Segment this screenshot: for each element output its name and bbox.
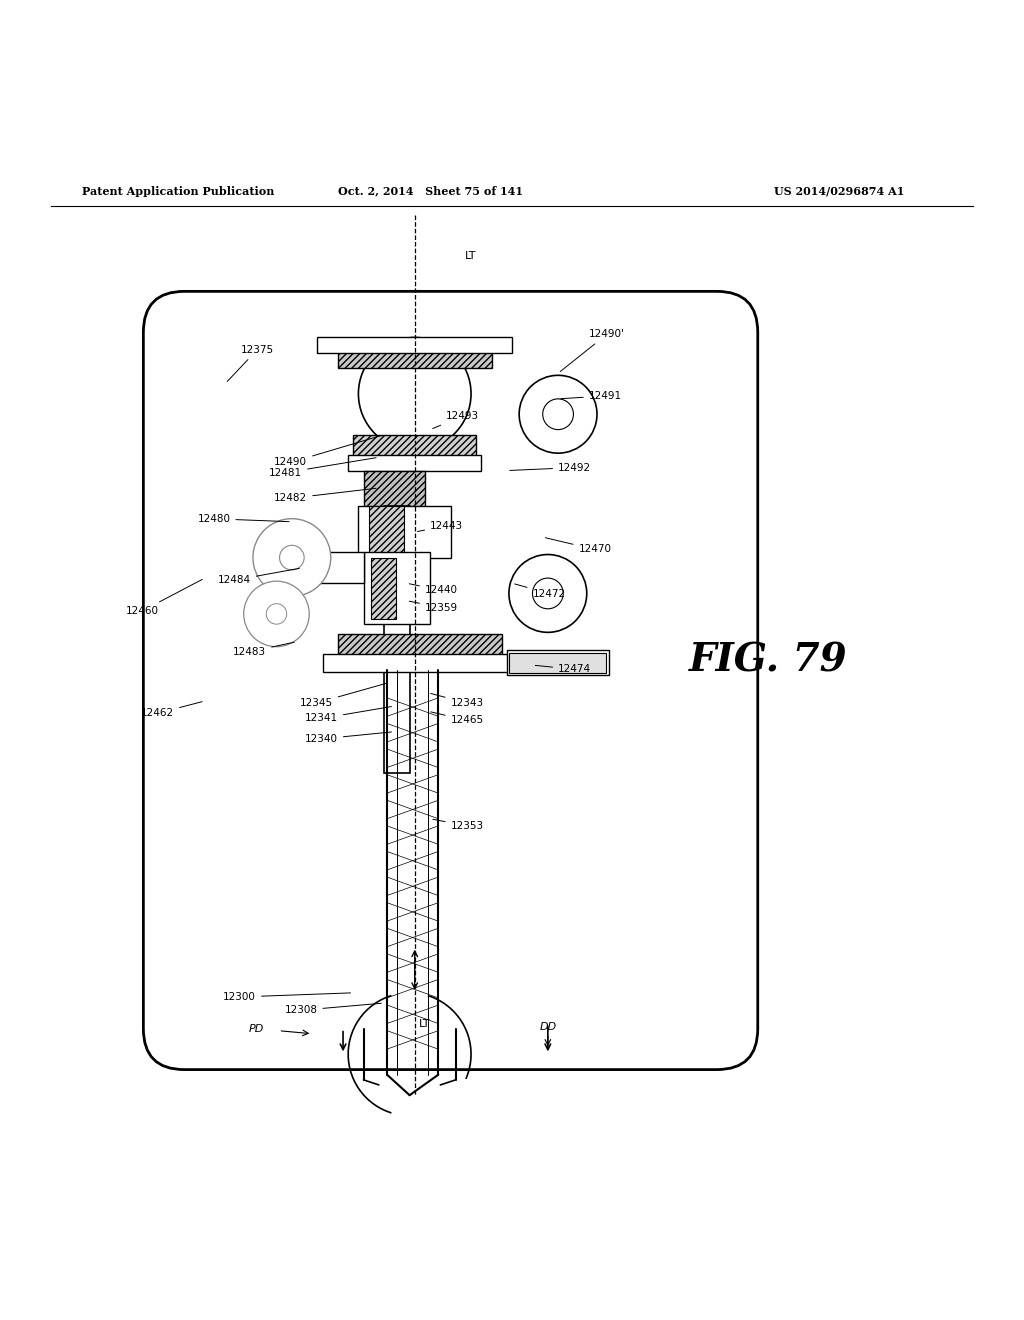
Circle shape — [280, 545, 304, 570]
Text: 12462: 12462 — [141, 702, 202, 718]
Text: Oct. 2, 2014   Sheet 75 of 141: Oct. 2, 2014 Sheet 75 of 141 — [338, 186, 522, 197]
FancyBboxPatch shape — [317, 338, 512, 352]
Circle shape — [358, 338, 471, 450]
Circle shape — [253, 519, 331, 597]
Text: 12443: 12443 — [418, 521, 463, 532]
FancyBboxPatch shape — [384, 507, 410, 772]
Text: US 2014/0296874 A1: US 2014/0296874 A1 — [774, 186, 905, 197]
Text: 12343: 12343 — [431, 693, 483, 708]
Text: 12340: 12340 — [305, 733, 391, 744]
Text: LT: LT — [419, 1019, 431, 1028]
Text: PD: PD — [248, 1023, 264, 1034]
FancyBboxPatch shape — [358, 507, 451, 557]
Text: 12470: 12470 — [546, 537, 611, 554]
Text: 12491: 12491 — [561, 391, 622, 401]
Text: 12480: 12480 — [198, 513, 289, 524]
Text: 12490: 12490 — [274, 436, 381, 467]
Circle shape — [543, 399, 573, 429]
FancyBboxPatch shape — [369, 507, 404, 557]
FancyBboxPatch shape — [364, 470, 425, 512]
FancyBboxPatch shape — [143, 292, 758, 1069]
Text: LT: LT — [465, 251, 477, 260]
FancyBboxPatch shape — [371, 557, 396, 619]
Text: 12481: 12481 — [269, 458, 376, 478]
Text: 12460: 12460 — [126, 579, 203, 616]
Circle shape — [532, 578, 563, 609]
Text: 12359: 12359 — [410, 601, 458, 612]
Text: DD: DD — [540, 1022, 556, 1032]
Text: 12484: 12484 — [218, 569, 299, 585]
Text: 12300: 12300 — [223, 991, 350, 1002]
Text: 12345: 12345 — [300, 684, 386, 708]
Text: 12308: 12308 — [285, 1003, 381, 1015]
Text: FIG. 79: FIG. 79 — [689, 642, 847, 678]
Circle shape — [244, 581, 309, 647]
Text: 12353: 12353 — [433, 820, 483, 832]
Text: 12493: 12493 — [433, 412, 478, 429]
Circle shape — [509, 554, 587, 632]
FancyBboxPatch shape — [338, 339, 492, 368]
FancyBboxPatch shape — [348, 455, 481, 470]
Text: 12474: 12474 — [536, 664, 591, 675]
Text: 12482: 12482 — [274, 488, 376, 503]
FancyBboxPatch shape — [338, 635, 502, 660]
FancyBboxPatch shape — [364, 553, 430, 624]
Circle shape — [266, 603, 287, 624]
Text: 12341: 12341 — [305, 706, 391, 723]
FancyBboxPatch shape — [323, 653, 522, 672]
Text: 12375: 12375 — [227, 345, 273, 381]
Text: 12465: 12465 — [431, 711, 483, 726]
Text: 12490': 12490' — [560, 330, 625, 371]
FancyBboxPatch shape — [292, 553, 364, 583]
FancyBboxPatch shape — [507, 649, 609, 676]
Text: 12440: 12440 — [410, 583, 458, 595]
FancyBboxPatch shape — [353, 434, 476, 461]
Text: 12483: 12483 — [233, 642, 294, 657]
Text: Patent Application Publication: Patent Application Publication — [82, 186, 274, 197]
FancyBboxPatch shape — [509, 653, 606, 673]
Circle shape — [519, 375, 597, 453]
Text: 12492: 12492 — [510, 462, 591, 473]
Text: 12472: 12472 — [515, 583, 565, 598]
